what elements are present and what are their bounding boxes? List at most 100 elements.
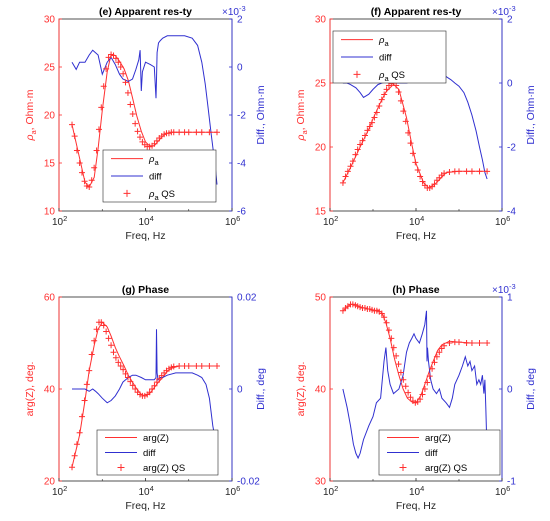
- qs-point: [193, 129, 200, 136]
- qs-point: [468, 340, 475, 346]
- qs-point: [117, 363, 124, 369]
- legend-entry: ρa: [378, 35, 389, 48]
- legend-entry: arg(Z) QS: [425, 463, 467, 474]
- qs-point: [76, 160, 83, 166]
- qs-point: [69, 464, 76, 471]
- x-tick-label: 104: [139, 484, 154, 498]
- qs-point: [71, 452, 78, 459]
- qs-point: [185, 129, 192, 136]
- qs-point: [100, 322, 107, 329]
- x-tick-label: 104: [139, 214, 154, 228]
- qs-point: [81, 397, 88, 404]
- y2-tick-label: -0.02: [237, 477, 260, 488]
- series-diff-line: [72, 329, 218, 449]
- y2-exponent-label: ×10-3: [492, 4, 516, 18]
- qs-point: [402, 118, 409, 125]
- panel-title: (e) Apparent res-ty: [99, 6, 192, 18]
- qs-point: [122, 79, 129, 86]
- qs-point: [383, 319, 390, 326]
- qs-point: [120, 70, 127, 77]
- qs-point: [112, 354, 119, 361]
- qs-point: [93, 147, 100, 154]
- panel-2: 102 104 106 15 20 25 30 -4 -2 0 2×10-3 (f) Apparent…: [295, 4, 537, 242]
- qs-point: [120, 366, 127, 373]
- legend-entry: ρa: [148, 154, 159, 167]
- panel-title: (f) Apparent res-ty: [371, 6, 462, 18]
- y2-tick-label: -4: [237, 159, 246, 170]
- legend-marker: [117, 464, 125, 471]
- qs-point: [381, 91, 388, 98]
- qs-point: [397, 369, 404, 376]
- qs-point: [81, 178, 88, 185]
- qs-point: [373, 109, 380, 116]
- qs-point: [206, 363, 213, 369]
- qs-point: [417, 396, 424, 403]
- y-tick-label: 40: [315, 385, 327, 396]
- qs-point: [456, 168, 462, 175]
- qs-point: [124, 374, 131, 381]
- y2-tick-label: -1: [507, 477, 516, 488]
- qs-point: [397, 97, 404, 104]
- qs-point: [405, 129, 412, 136]
- qs-point: [124, 89, 131, 96]
- x-axis-label: Freq, Hz: [125, 500, 165, 512]
- legend-entry: diff: [425, 448, 438, 459]
- qs-point: [400, 108, 407, 115]
- legend: arg(Z) diff arg(Z) QS: [378, 429, 501, 476]
- legend-entry: arg(Z) QS: [143, 463, 185, 474]
- y2-tick-label: 1: [507, 293, 513, 304]
- y-tick-label: 40: [44, 385, 56, 396]
- qs-point: [69, 121, 76, 128]
- qs-point: [364, 127, 371, 134]
- qs-point: [206, 129, 213, 136]
- qs-point: [193, 363, 200, 369]
- qs-point: [117, 64, 124, 70]
- y-tick-label: 20: [315, 143, 327, 154]
- x-tick-label: 106: [225, 484, 240, 498]
- qs-point: [441, 342, 448, 349]
- qs-point: [91, 164, 98, 171]
- qs-point: [105, 54, 112, 61]
- qs-point: [100, 83, 107, 90]
- qs-point: [98, 319, 105, 326]
- qs-point: [78, 413, 85, 420]
- y2-exponent-label: ×10-3: [222, 4, 246, 18]
- qs-point: [349, 158, 356, 165]
- qs-point: [103, 328, 110, 335]
- qs-point: [431, 359, 438, 366]
- legend: ρa diff ρa QS: [332, 30, 447, 84]
- qs-point: [359, 137, 366, 144]
- qs-point: [153, 379, 160, 386]
- y2-tick-label: 0: [237, 385, 243, 396]
- qs-point: [476, 340, 483, 346]
- qs-point: [122, 370, 129, 377]
- qs-point: [429, 365, 436, 372]
- qs-point: [176, 129, 183, 136]
- qs-point: [156, 375, 163, 382]
- qs-point: [347, 163, 354, 170]
- qs-point: [115, 359, 122, 366]
- legend-entry: diff: [143, 448, 156, 459]
- qs-point: [369, 119, 376, 126]
- qs-point: [105, 335, 112, 342]
- qs-point: [366, 123, 373, 130]
- qs-point: [456, 339, 462, 346]
- qs-point: [98, 104, 105, 111]
- legend-entry: ρa QS: [148, 189, 175, 202]
- y-tick-label: 30: [44, 15, 56, 26]
- y-tick-label: 10: [44, 207, 56, 218]
- qs-point: [88, 351, 95, 358]
- qs-point: [110, 349, 117, 356]
- qs-point: [463, 168, 470, 175]
- y2-axis-label: Diff., deg: [525, 368, 537, 410]
- qs-point: [86, 367, 93, 374]
- y-tick-label: 30: [315, 477, 327, 488]
- y2-tick-label: 0.02: [237, 293, 257, 304]
- x-tick-label: 102: [52, 484, 67, 498]
- y-tick-label: 30: [315, 15, 327, 26]
- y-tick-label: 20: [44, 111, 56, 122]
- qs-point: [108, 342, 115, 349]
- y2-tick-label: -2: [237, 111, 246, 122]
- qs-point: [214, 129, 221, 136]
- x-axis-label: Freq, Hz: [396, 500, 436, 512]
